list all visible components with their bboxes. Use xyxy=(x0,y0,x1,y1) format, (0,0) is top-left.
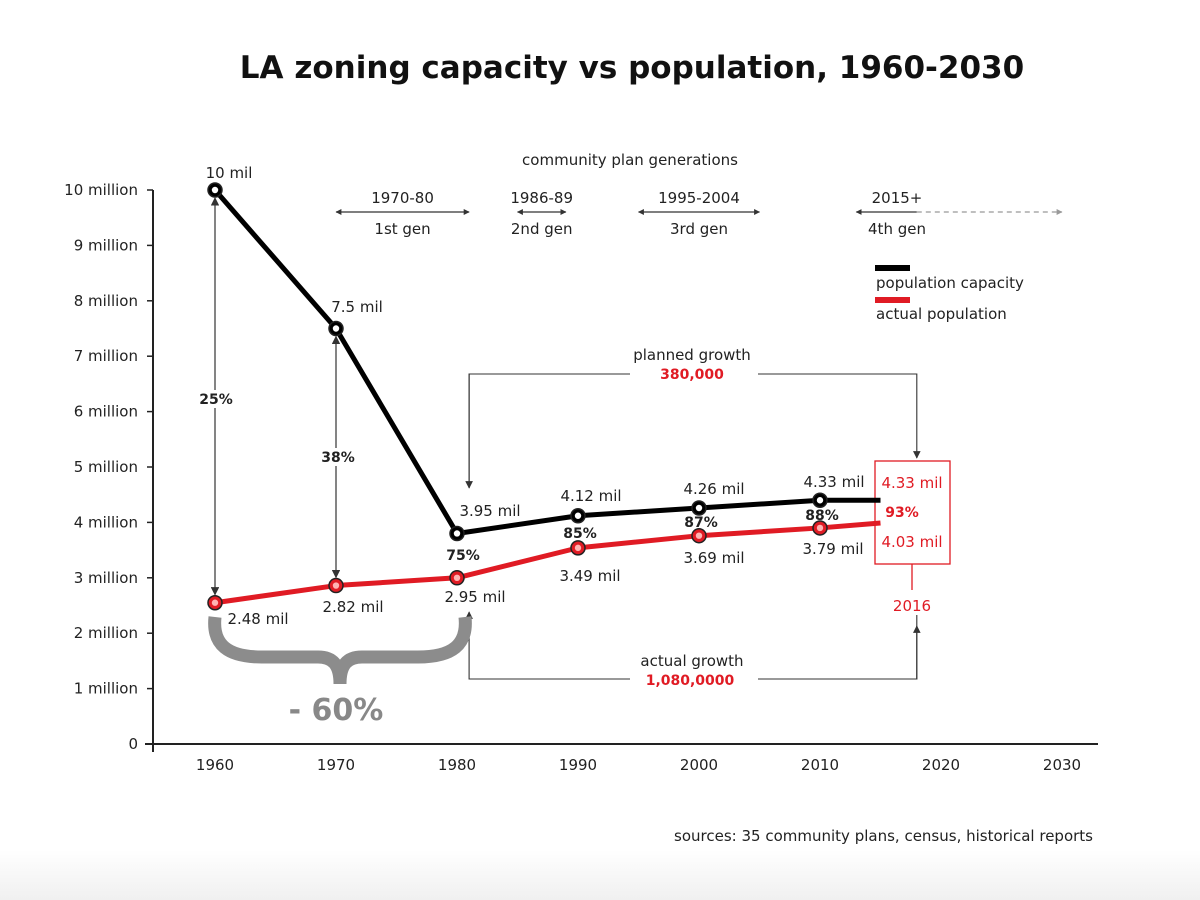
point-center xyxy=(816,497,824,504)
series-lines xyxy=(213,188,881,606)
plan-years: 1970-80 xyxy=(371,189,434,207)
community-plan-generations: community plan generations 1970-80 1st gen… xyxy=(335,151,1063,238)
ratio-label: 85% xyxy=(563,526,597,542)
population-label: 2.95 mil xyxy=(444,588,505,606)
point-center xyxy=(332,582,340,589)
y-tick-label: 9 million xyxy=(74,236,138,254)
decline-label: - 60% xyxy=(289,693,384,728)
y-axis: 0 1 million 2 million 3 million 4 million 5 m… xyxy=(64,181,154,753)
annotations: 25% 38% 75% 85% 87% 88% planned growth 380,000 a… xyxy=(199,197,951,728)
plan-gen: 2nd gen xyxy=(511,220,573,238)
x-tick-label: 1990 xyxy=(559,756,597,774)
plan-years: 1986-89 xyxy=(510,189,573,207)
highlight-capacity: 4.33 mil xyxy=(881,474,942,492)
x-tick-label: 2000 xyxy=(680,756,718,774)
point-center xyxy=(574,512,582,519)
series-markers xyxy=(207,182,828,611)
y-tick-label: 6 million xyxy=(74,403,138,421)
capacity-label: 7.5 mil xyxy=(331,298,383,316)
bottom-fade xyxy=(0,850,1200,900)
actual-growth-bracket-arrow xyxy=(469,625,921,680)
x-tick-label: 2010 xyxy=(801,756,839,774)
capacity-label: 10 mil xyxy=(206,164,253,182)
planned-growth-bracket-arrow xyxy=(465,373,917,489)
planned-growth-bracket xyxy=(468,373,921,488)
population-label: 3.69 mil xyxy=(683,549,744,567)
ratio-label: 75% xyxy=(446,548,480,564)
ratio-label: 88% xyxy=(805,508,839,524)
population-label: 3.79 mil xyxy=(802,540,863,558)
point-center xyxy=(695,504,703,512)
series-labels: 10 mil 7.5 mil 3.95 mil 4.12 mil 4.26 mil 4.3… xyxy=(206,164,865,628)
planned-growth-bg xyxy=(630,346,758,384)
source-note: sources: 35 community plans, census, his… xyxy=(674,827,1093,845)
y-tick-label: 2 million xyxy=(74,624,138,642)
legend: population capacity actual population xyxy=(875,265,1024,323)
legend-label-capacity: population capacity xyxy=(876,274,1024,292)
point-center xyxy=(332,325,340,332)
plan-header: community plan generations xyxy=(522,151,738,169)
planned-growth-label: planned growth xyxy=(633,346,751,364)
x-axis: 1960 1970 1980 1990 2000 2010 2020 2030 xyxy=(145,743,1098,774)
plan-years: 1995-2004 xyxy=(658,189,740,207)
point-center xyxy=(211,186,219,194)
planned-growth-value: 380,000 xyxy=(660,367,724,383)
ratio-label-bg xyxy=(325,448,351,466)
highlight-year: 2016 xyxy=(893,597,931,615)
plan-gen: 4th gen xyxy=(868,220,926,238)
actual-growth-value: 1,080,0000 xyxy=(646,673,735,689)
actual-growth-bg xyxy=(630,651,758,689)
plan-years: 2015+ xyxy=(872,189,923,207)
population-label: 2.48 mil xyxy=(227,610,288,628)
point-center xyxy=(695,532,703,539)
x-tick-label: 1980 xyxy=(438,756,476,774)
population-label: 3.49 mil xyxy=(559,567,620,585)
point-center xyxy=(453,530,461,537)
y-tick-label: 5 million xyxy=(74,458,138,476)
capacity-label: 4.33 mil xyxy=(803,473,864,491)
ratio-label: 38% xyxy=(321,450,355,466)
plan-gen: 3rd gen xyxy=(670,220,728,238)
y-tick-label: 10 million xyxy=(64,181,138,199)
capacity-label: 3.95 mil xyxy=(459,502,520,520)
chart-title: LA zoning capacity vs population, 1960-2… xyxy=(240,50,1024,86)
point-center xyxy=(211,599,219,606)
actual-growth-label: actual growth xyxy=(640,652,743,670)
y-tick-label: 4 million xyxy=(74,513,138,531)
y-tick-label: 0 xyxy=(128,735,138,753)
y-tick-label: 7 million xyxy=(74,347,138,365)
highlight-2016-box xyxy=(874,460,951,565)
population-label: 2.82 mil xyxy=(322,598,383,616)
capacity-label: 4.12 mil xyxy=(560,487,621,505)
highlight-ratio: 93% xyxy=(885,505,919,521)
x-tick-label: 2030 xyxy=(1043,756,1081,774)
ratio-label: 25% xyxy=(199,392,233,408)
y-tick-label: 3 million xyxy=(74,569,138,587)
ratio-label: 87% xyxy=(684,515,718,531)
point-center xyxy=(453,574,461,581)
y-tick-label: 1 million xyxy=(74,680,138,698)
point-center xyxy=(574,544,582,552)
legend-label-population: actual population xyxy=(876,305,1007,323)
plan-gen: 1st gen xyxy=(374,220,430,238)
capacity-label: 4.26 mil xyxy=(683,480,744,498)
x-tick-label: 1970 xyxy=(317,756,355,774)
point-center xyxy=(816,524,824,532)
y-tick-label: 8 million xyxy=(74,292,138,310)
decline-brace xyxy=(208,616,472,685)
ratio-label-bg xyxy=(203,390,229,408)
highlight-population: 4.03 mil xyxy=(881,533,942,551)
capacity-line xyxy=(213,188,881,536)
x-tick-label: 2020 xyxy=(922,756,960,774)
x-tick-label: 1960 xyxy=(196,756,234,774)
population-line xyxy=(214,520,881,606)
